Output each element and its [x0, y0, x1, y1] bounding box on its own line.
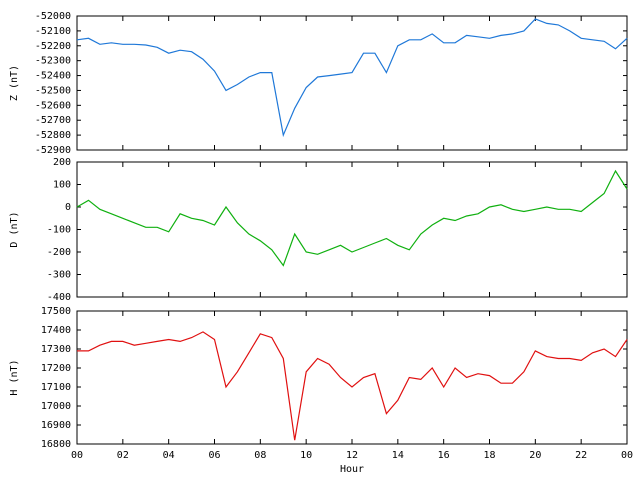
- panel-frame: [76, 310, 628, 445]
- y-tick-label: -100: [47, 225, 71, 236]
- y-axis-label: D (nT): [9, 211, 20, 247]
- y-tick-label: 0: [65, 202, 71, 213]
- y-tick-label: -52200: [35, 41, 71, 52]
- x-tick-label: 16: [438, 450, 450, 461]
- x-tick-label: 00: [71, 450, 83, 461]
- y-tick-label: 17300: [41, 344, 71, 355]
- y-tick-label: 17500: [41, 306, 71, 317]
- y-tick-label: -52700: [35, 115, 71, 126]
- y-tick-label: 16900: [41, 420, 71, 431]
- y-tick-label: -400: [47, 292, 71, 303]
- y-tick-label: 17400: [41, 325, 71, 336]
- y-tick-label: 16800: [41, 439, 71, 450]
- x-axis-label: Hour: [340, 464, 364, 475]
- data-line: [76, 18, 628, 138]
- y-tick-label: -52500: [35, 85, 71, 96]
- y-axis-label: Z (nT): [9, 65, 20, 101]
- x-tick-label: 10: [300, 450, 312, 461]
- y-tick-label: 100: [53, 180, 71, 191]
- data-line: [77, 331, 628, 441]
- x-tick-label: 00: [621, 450, 633, 461]
- x-tick-label: 06: [208, 450, 220, 461]
- y-tick-label: -52100: [35, 26, 71, 37]
- x-tick-label: 22: [575, 450, 587, 461]
- y-tick-label: -52900: [35, 145, 71, 156]
- x-tick-label: 14: [392, 450, 404, 461]
- y-tick-label: -52800: [35, 130, 71, 141]
- y-tick-label: -52000: [35, 11, 71, 22]
- x-tick-label: 02: [117, 450, 129, 461]
- panel-frame: [76, 161, 628, 298]
- y-tick-label: -52300: [35, 56, 71, 67]
- panel-frame: [76, 15, 628, 151]
- y-tick-label: 17200: [41, 363, 71, 374]
- y-tick-label: -52400: [35, 71, 71, 82]
- data-line: [76, 169, 628, 267]
- x-tick-label: 12: [346, 450, 358, 461]
- y-axis-label: H (nT): [9, 359, 20, 395]
- x-tick-label: 08: [254, 450, 266, 461]
- y-tick-label: -52600: [35, 100, 71, 111]
- y-tick-label: 17100: [41, 382, 71, 393]
- y-tick-label: 200: [53, 157, 71, 168]
- x-tick-label: 20: [529, 450, 541, 461]
- x-tick-label: 04: [163, 450, 175, 461]
- y-tick-label: 17000: [41, 401, 71, 412]
- x-tick-label: 18: [483, 450, 495, 461]
- y-tick-label: -200: [47, 247, 71, 258]
- y-tick-label: -300: [47, 270, 71, 281]
